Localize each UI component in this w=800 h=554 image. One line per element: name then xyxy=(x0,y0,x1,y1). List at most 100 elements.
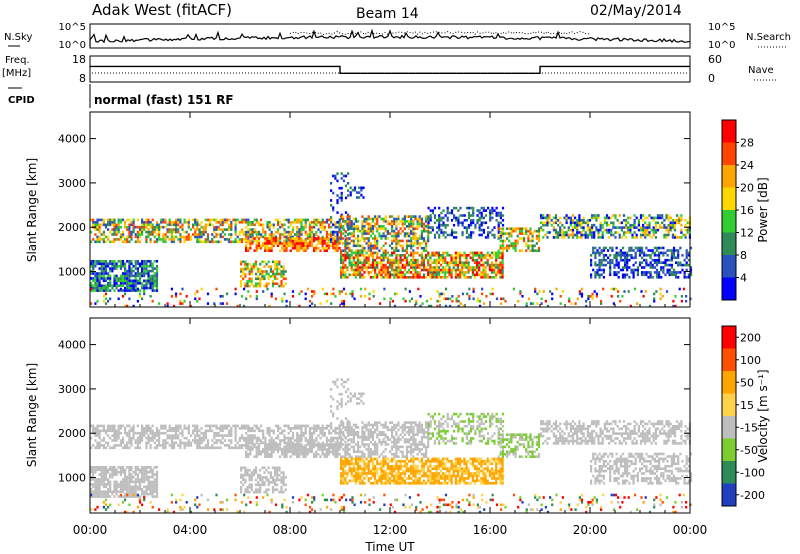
power-cell xyxy=(128,267,131,270)
power-cell xyxy=(478,233,481,237)
power-cell xyxy=(265,282,268,285)
power-cell xyxy=(384,249,387,252)
power-cell xyxy=(346,246,349,250)
power-cell xyxy=(408,215,411,218)
power-cell xyxy=(328,225,331,229)
velocity-cell xyxy=(115,488,118,491)
power-cell xyxy=(371,232,375,235)
power-cell xyxy=(588,228,592,232)
velocity-cell xyxy=(98,424,101,428)
power-cell xyxy=(132,269,135,273)
power-cell xyxy=(300,228,303,231)
power-cell xyxy=(461,263,464,267)
power-cell xyxy=(266,249,269,252)
power-cell xyxy=(311,235,314,239)
power-cell xyxy=(626,256,629,260)
velocity-cell xyxy=(117,431,120,435)
power-cell xyxy=(671,221,674,225)
power-cell xyxy=(416,246,419,250)
power-cell xyxy=(253,230,256,234)
power-cell xyxy=(448,266,451,269)
power-cell xyxy=(594,263,597,267)
velocity-cell xyxy=(128,495,131,498)
power-cell xyxy=(308,221,312,224)
power-cell xyxy=(646,223,649,227)
velocity-cell xyxy=(164,424,167,428)
power-cell xyxy=(448,211,451,215)
power-cell xyxy=(628,258,631,262)
power-cell xyxy=(325,246,328,250)
power-cell xyxy=(610,231,613,234)
velocity-cell xyxy=(102,473,105,476)
velocity-cell xyxy=(164,446,167,450)
power-cell xyxy=(321,228,324,231)
power-cell xyxy=(119,260,122,263)
power-cell xyxy=(365,242,368,245)
power-cell xyxy=(416,220,419,223)
velocity-cell xyxy=(287,443,290,446)
power-cell xyxy=(595,226,598,229)
power-cell xyxy=(147,286,150,290)
power-cell xyxy=(130,260,133,263)
power-cell xyxy=(395,217,398,221)
velocity-cell xyxy=(285,444,288,447)
power-cell xyxy=(287,237,290,240)
power-cell xyxy=(481,287,484,291)
velocity-cell xyxy=(300,448,303,451)
power-cell xyxy=(298,221,301,224)
power-cell xyxy=(439,254,443,257)
power-cell xyxy=(523,227,526,230)
velocity-cell xyxy=(268,427,271,430)
power-cell xyxy=(578,219,581,222)
power-cell xyxy=(641,273,644,277)
power-cell xyxy=(410,237,413,240)
power-cell xyxy=(655,246,659,250)
power-cell xyxy=(608,216,611,220)
velocity-cell xyxy=(153,488,156,491)
power-cell xyxy=(215,240,218,244)
velocity-cell xyxy=(279,431,282,435)
power-cell xyxy=(408,268,411,272)
power-cell xyxy=(363,254,366,257)
velocity-cell xyxy=(147,485,150,489)
power-cell xyxy=(660,261,663,264)
power-cell xyxy=(252,284,255,288)
power-cell xyxy=(170,238,173,241)
power-cell xyxy=(257,239,260,243)
power-cell xyxy=(96,221,99,224)
power-cell xyxy=(347,233,350,236)
velocity-cell xyxy=(262,434,265,437)
power-cell xyxy=(397,263,400,267)
velocity-cell xyxy=(172,441,176,445)
power-cell xyxy=(128,277,131,280)
velocity-cell xyxy=(264,448,267,451)
power-cell xyxy=(649,266,652,269)
power-cell xyxy=(487,206,490,210)
power-cell xyxy=(304,297,307,301)
power-cell xyxy=(200,221,203,224)
power-cell xyxy=(321,235,324,239)
power-cell xyxy=(603,221,606,225)
velocity-cell xyxy=(276,450,280,454)
velocity-cell xyxy=(302,431,305,435)
power-cell xyxy=(357,220,360,223)
power-cell xyxy=(162,221,165,224)
power-cell xyxy=(391,251,394,255)
power-cell xyxy=(588,231,592,234)
velocity-cell xyxy=(187,439,190,442)
power-cell xyxy=(391,215,394,218)
velocity-cell xyxy=(294,424,297,428)
power-cell xyxy=(582,226,585,229)
power-cell xyxy=(117,228,120,231)
power-cell xyxy=(274,218,278,222)
power-cell xyxy=(151,279,154,283)
power-cell xyxy=(380,276,383,279)
power-cell xyxy=(395,232,398,235)
power-cell xyxy=(617,263,620,267)
power-cell xyxy=(92,223,95,227)
power-cell xyxy=(263,284,266,288)
power-cell xyxy=(315,221,318,224)
power-cell xyxy=(429,256,432,260)
power-cell xyxy=(619,256,622,260)
power-cell xyxy=(650,216,653,220)
